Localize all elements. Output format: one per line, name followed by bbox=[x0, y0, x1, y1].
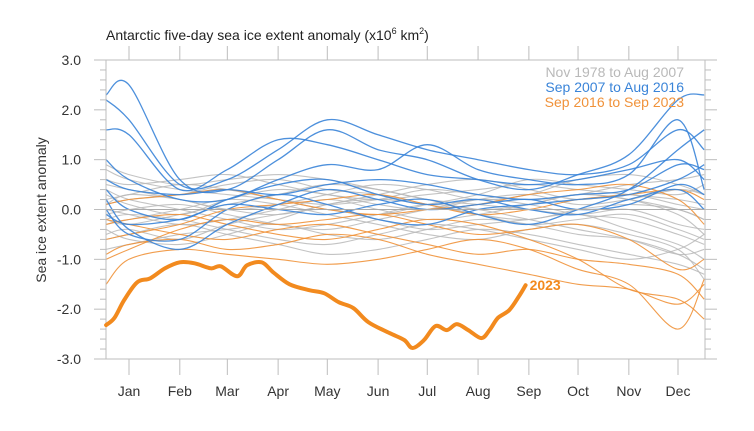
x-tick-label: Dec bbox=[666, 383, 691, 399]
legend-item-2016-2023: Sep 2016 to Sep 2023 bbox=[545, 94, 685, 110]
series-line-1978-2007-3 bbox=[105, 208, 705, 260]
series-line-2007-2016-21 bbox=[105, 119, 705, 203]
legend-item-2007-2016: Sep 2007 to Aug 2016 bbox=[545, 79, 684, 95]
series-line-1978-2007-12 bbox=[105, 223, 705, 275]
x-tick-label: Feb bbox=[168, 383, 192, 399]
series-line-2007-2016-19 bbox=[105, 99, 705, 190]
highlight-layer: 2023 bbox=[104, 259, 561, 350]
y-tick-label: 0.0 bbox=[62, 202, 82, 218]
x-tick-label: Mar bbox=[215, 383, 239, 399]
legend: Nov 1978 to Aug 2007 Sep 2007 to Aug 201… bbox=[545, 64, 685, 110]
series-line-2007-2016-24 bbox=[105, 164, 705, 242]
x-tick-label: Sep bbox=[516, 383, 541, 399]
y-tick-label: 3.0 bbox=[62, 52, 82, 68]
y-tick-label: 2.0 bbox=[62, 102, 82, 118]
x-tick-label: Apr bbox=[267, 383, 289, 399]
series-line-1978-2007-13 bbox=[105, 164, 705, 221]
y-tick-label: -2.0 bbox=[57, 301, 81, 317]
series-line-2016-2023-28 bbox=[105, 238, 705, 330]
series-line-2007-2016-20 bbox=[105, 128, 705, 192]
annotation-2023: 2023 bbox=[530, 277, 561, 293]
x-tick-label: Jun bbox=[367, 383, 390, 399]
series-line-2007-2016-18 bbox=[105, 79, 705, 194]
series-line-2007-2016-26 bbox=[105, 129, 705, 226]
series-line-2007-2016-22 bbox=[105, 163, 705, 201]
series-line-1978-2007-9 bbox=[105, 173, 705, 206]
series-line-1978-2007-10 bbox=[105, 198, 705, 245]
series-layer bbox=[105, 79, 705, 330]
series-line-2016-2023-31 bbox=[105, 218, 705, 300]
y-tick-label: -1.0 bbox=[57, 251, 81, 267]
series-line-2016-2023-33 bbox=[105, 233, 705, 305]
x-tick-label: May bbox=[314, 383, 340, 399]
series-line-2016-2023-29 bbox=[105, 213, 705, 271]
y-axis-label: Sea ice extent anomaly bbox=[33, 137, 49, 283]
y-tick-label: -3.0 bbox=[57, 351, 81, 367]
x-tick-label: Nov bbox=[616, 383, 641, 399]
x-tick-label: Oct bbox=[567, 383, 589, 399]
x-tick-label: Aug bbox=[466, 383, 491, 399]
series-line-1978-2007-15 bbox=[105, 189, 705, 256]
series-line-2007-2016-23 bbox=[105, 183, 705, 251]
legend-item-1978-2007: Nov 1978 to Aug 2007 bbox=[545, 64, 684, 80]
series-line-2023 bbox=[104, 259, 528, 350]
series-line-1978-2007-17 bbox=[105, 213, 705, 260]
x-tick-label: Jul bbox=[418, 383, 436, 399]
series-line-1978-2007-8 bbox=[105, 198, 705, 280]
y-tick-label: 1.0 bbox=[62, 152, 82, 168]
x-tick-label: Jan bbox=[118, 383, 141, 399]
axes-layer: 3.0 2.0 1.0 0.0 -1.0 -2.0 -3.0 Jan Feb Mar Apr May J… bbox=[57, 46, 717, 399]
chart-title: Antarctic five-day sea ice extent anomal… bbox=[106, 26, 429, 43]
